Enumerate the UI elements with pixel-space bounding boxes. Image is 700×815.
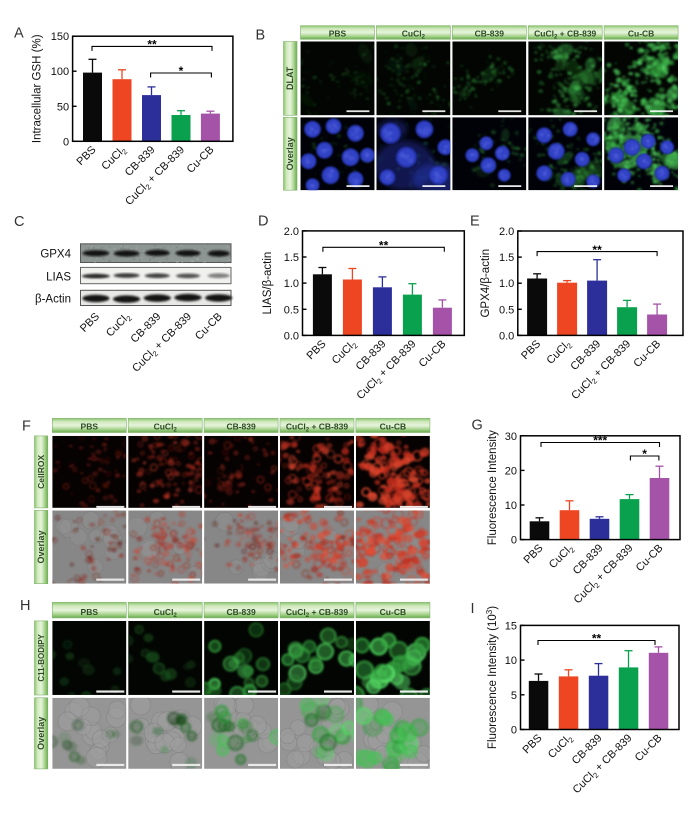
svg-text:CB-839: CB-839 xyxy=(475,28,505,38)
svg-text:Intracellular GSH (%): Intracellular GSH (%) xyxy=(32,34,44,143)
svg-text:0: 0 xyxy=(511,725,517,737)
svg-text:2.0: 2.0 xyxy=(499,226,514,238)
svg-text:0: 0 xyxy=(63,136,69,148)
svg-text:CuCl2 + CB-839: CuCl2 + CB-839 xyxy=(534,28,596,40)
svg-text:0.0: 0.0 xyxy=(499,330,514,342)
svg-text:H: H xyxy=(20,598,30,614)
svg-text:D: D xyxy=(258,213,268,229)
svg-text:0.5: 0.5 xyxy=(284,304,299,316)
svg-text:***: *** xyxy=(593,434,607,448)
svg-text:0.0: 0.0 xyxy=(284,330,299,342)
svg-text:30: 30 xyxy=(505,431,517,443)
svg-text:LIAS/β-actin: LIAS/β-actin xyxy=(262,252,274,315)
svg-text:2.0: 2.0 xyxy=(284,226,299,238)
svg-text:CB-839: CB-839 xyxy=(226,422,256,432)
svg-text:CuCl2: CuCl2 xyxy=(154,607,178,619)
svg-text:CellROX: CellROX xyxy=(36,455,46,489)
svg-text:β-Actin: β-Actin xyxy=(35,294,71,306)
svg-text:G: G xyxy=(472,418,483,434)
svg-text:150: 150 xyxy=(51,31,69,43)
svg-text:LIAS: LIAS xyxy=(46,272,71,284)
svg-text:Cu-CB: Cu-CB xyxy=(380,422,406,432)
svg-text:CuCl2 + CB-839: CuCl2 + CB-839 xyxy=(286,607,348,619)
svg-text:100: 100 xyxy=(51,66,69,78)
svg-text:20: 20 xyxy=(505,465,517,477)
svg-text:CB-839: CB-839 xyxy=(226,607,256,617)
svg-text:Overlay: Overlay xyxy=(36,717,46,750)
svg-text:E: E xyxy=(470,214,480,230)
svg-text:**: ** xyxy=(592,632,602,646)
svg-text:GPX4: GPX4 xyxy=(40,249,71,261)
svg-text:CuCl2: CuCl2 xyxy=(154,422,178,434)
svg-text:Fluorescence Intensity: Fluorescence Intensity xyxy=(487,430,499,545)
svg-text:0.5: 0.5 xyxy=(499,304,514,316)
svg-text:I: I xyxy=(471,601,475,617)
svg-text:Cu-CB: Cu-CB xyxy=(380,607,406,617)
svg-text:F: F xyxy=(22,419,31,435)
svg-text:C: C xyxy=(14,214,24,230)
svg-text:0: 0 xyxy=(511,535,517,547)
svg-text:10: 10 xyxy=(505,500,517,512)
svg-text:1.0: 1.0 xyxy=(284,278,299,290)
svg-text:CuCl2: CuCl2 xyxy=(402,28,426,40)
svg-text:GPX4/β-actin: GPX4/β-actin xyxy=(480,249,492,318)
svg-text:C11-BODIPY: C11-BODIPY xyxy=(37,633,46,681)
svg-text:Overlay: Overlay xyxy=(285,137,295,170)
svg-text:PBS: PBS xyxy=(81,422,99,432)
svg-text:A: A xyxy=(14,26,24,42)
svg-text:15: 15 xyxy=(505,620,517,632)
svg-text:Cu-CB: Cu-CB xyxy=(628,28,654,38)
svg-text:1.0: 1.0 xyxy=(499,278,514,290)
svg-text:PBS: PBS xyxy=(81,607,99,617)
svg-text:10: 10 xyxy=(505,655,517,667)
svg-text:1.5: 1.5 xyxy=(499,252,514,264)
svg-text:B: B xyxy=(256,28,266,44)
svg-text:CuCl2 + CB-839: CuCl2 + CB-839 xyxy=(286,422,348,434)
svg-text:Overlay: Overlay xyxy=(36,530,46,563)
svg-text:*: * xyxy=(179,64,184,78)
svg-text:**: ** xyxy=(147,38,157,52)
svg-text:5: 5 xyxy=(511,690,517,702)
svg-text:50: 50 xyxy=(57,101,69,113)
svg-text:DLAT: DLAT xyxy=(285,66,295,90)
svg-text:PBS: PBS xyxy=(329,28,347,38)
svg-text:**: ** xyxy=(379,239,389,253)
svg-text:1.5: 1.5 xyxy=(284,252,299,264)
svg-text:**: ** xyxy=(592,243,602,257)
svg-text:Fluorescence Intensity (103): Fluorescence Intensity (103) xyxy=(485,606,499,749)
svg-text:*: * xyxy=(642,447,647,461)
